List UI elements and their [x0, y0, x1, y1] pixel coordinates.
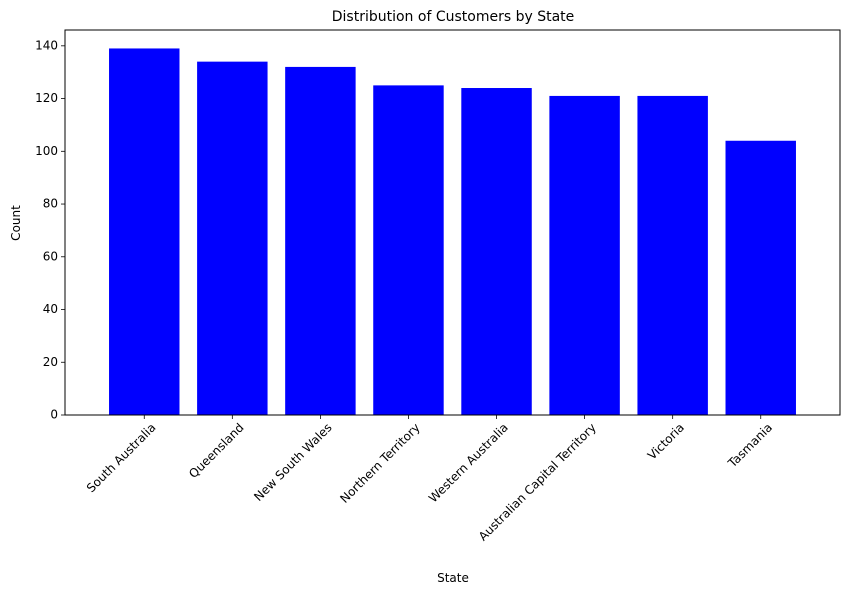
bar-tasmania	[725, 140, 796, 415]
y-tick-label: 140	[35, 38, 58, 52]
bar-victoria	[637, 95, 708, 416]
y-tick-label: 40	[43, 302, 58, 316]
y-axis-label: Count	[9, 205, 23, 241]
y-tick-label: 60	[43, 249, 58, 263]
bar-australian-capital-territory	[549, 95, 620, 416]
y-tick-label: 100	[35, 144, 58, 158]
y-tick-label: 0	[50, 408, 58, 422]
bar-south-australia	[109, 48, 180, 416]
y-tick-label: 120	[35, 91, 58, 105]
chart-title: Distribution of Customers by State	[332, 9, 575, 25]
bar-northern-territory	[373, 85, 444, 415]
y-tick-label: 80	[43, 197, 58, 211]
bars-group	[109, 48, 796, 416]
bar-western-australia	[461, 88, 532, 415]
plot-frame	[64, 29, 841, 416]
y-axis-ticks: 0 20 40 60 80 100 120 140	[35, 38, 65, 422]
x-axis-label: State	[437, 571, 469, 585]
bar-queensland	[197, 61, 268, 416]
y-tick-label: 20	[43, 355, 58, 369]
bar-new-south-wales	[285, 66, 356, 415]
